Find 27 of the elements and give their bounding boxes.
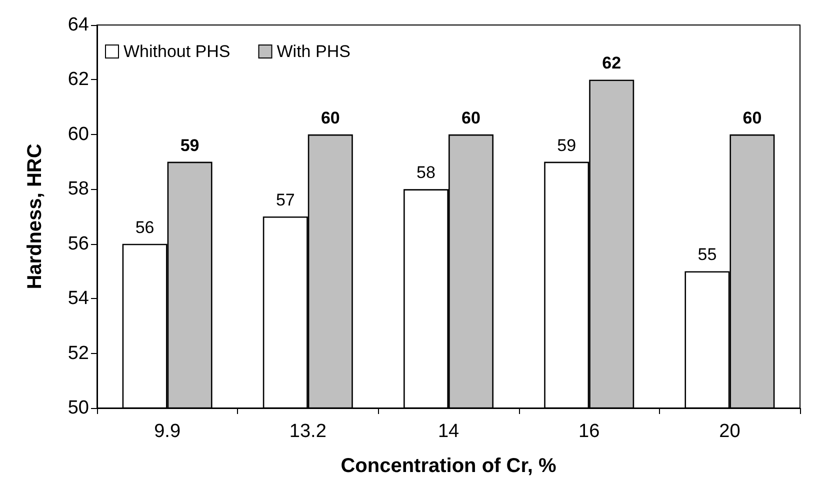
- data-label: 60: [320, 108, 340, 128]
- x-tick-label: 14: [438, 421, 460, 442]
- data-label: 57: [276, 190, 295, 210]
- data-label: 55: [698, 245, 717, 264]
- data-label: 60: [742, 108, 762, 128]
- x-tick-label: 9.9: [154, 421, 181, 442]
- y-tick-label: 58: [68, 178, 89, 200]
- legend-label: With PHS: [276, 42, 350, 61]
- data-label: 60: [462, 108, 480, 128]
- data-label: 62: [602, 54, 622, 73]
- data-label: 58: [416, 163, 436, 182]
- x-tick-label: 16: [578, 421, 600, 442]
- y-tick-label: 64: [68, 14, 90, 36]
- y-tick-label: 50: [68, 398, 89, 418]
- y-tick-label: 54: [68, 288, 90, 310]
- y-tick-label: 56: [68, 233, 89, 254]
- x-tick-label: 13.2: [289, 421, 326, 442]
- x-tick-label: 20: [719, 421, 740, 442]
- y-tick-label: 52: [68, 342, 89, 364]
- data-label: 59: [180, 136, 200, 155]
- data-label: 56: [135, 218, 154, 237]
- y-tick-label: 60: [68, 124, 89, 145]
- y-tick-label: 62: [68, 69, 89, 90]
- x-axis-title: Concentration of Cr, %: [340, 455, 556, 477]
- data-label: 59: [557, 136, 576, 155]
- legend-label: Whithout PHS: [124, 42, 230, 61]
- y-axis-title: Hardness, HRC: [24, 144, 46, 290]
